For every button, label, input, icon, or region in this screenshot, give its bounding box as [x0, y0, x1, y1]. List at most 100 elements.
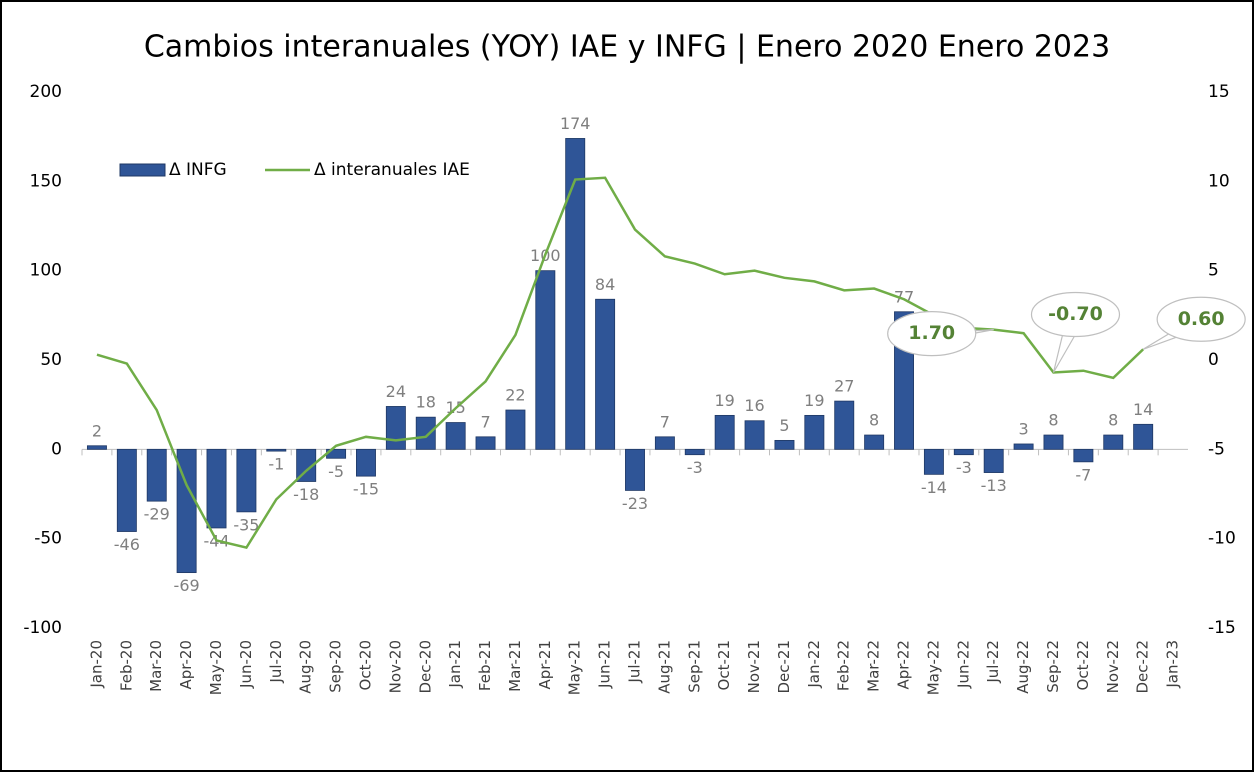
bar: [146, 448, 167, 502]
y2-tick-label: 5: [1208, 261, 1219, 281]
bar: [445, 422, 466, 450]
x-tick-label: Dec-22: [1134, 640, 1152, 694]
bar: [684, 448, 705, 456]
data-label: -15: [353, 480, 379, 499]
x-tick-label: Dec-21: [775, 640, 793, 694]
annotation: 0.60: [1178, 308, 1225, 330]
data-label: 19: [714, 391, 734, 410]
data-label: 3: [1019, 419, 1029, 438]
bar: [983, 448, 1004, 473]
annotation: -0.70: [1048, 303, 1103, 325]
x-tick-label: Mar-20: [147, 640, 165, 692]
bar: [923, 448, 944, 475]
x-tick-label: Nov-20: [386, 640, 404, 693]
chart-title: Cambios interanuales (YOY) IAE y INFG | …: [144, 30, 1110, 65]
data-label: -1: [268, 455, 284, 474]
bar: [86, 445, 107, 450]
data-label: -46: [114, 535, 140, 554]
x-tick-label: Nov-22: [1104, 640, 1122, 693]
callout: [1156, 296, 1246, 342]
x-tick-label: Feb-20: [117, 640, 135, 691]
x-tick-label: Jan-22: [805, 640, 823, 689]
data-label: -7: [1075, 465, 1091, 484]
y-tick-label: -100: [23, 618, 62, 638]
bar: [296, 448, 317, 482]
y2-tick-label: -5: [1208, 439, 1225, 459]
bar: [1043, 434, 1064, 450]
data-label: 19: [804, 391, 824, 410]
x-tick-label: Oct-20: [356, 640, 374, 690]
data-label: 27: [834, 377, 854, 396]
y2-tick-label: -15: [1208, 618, 1236, 638]
x-tick-label: Dec-20: [416, 640, 434, 694]
bar: [236, 448, 257, 513]
annotation: 1.70: [908, 322, 955, 344]
data-label: -5: [328, 462, 344, 481]
y-tick-label: 0: [51, 439, 62, 459]
data-label: -3: [956, 458, 972, 477]
bar: [834, 400, 855, 450]
bar: [1073, 448, 1094, 463]
bar: [744, 420, 765, 450]
x-tick-label: Nov-21: [745, 640, 763, 693]
bar: [714, 414, 735, 450]
data-label: -13: [981, 476, 1007, 495]
x-tick-label: Feb-22: [835, 640, 853, 691]
bar: [415, 416, 436, 450]
x-tick-label: Sep-22: [1044, 640, 1062, 693]
data-label: -35: [233, 515, 259, 534]
bar: [1133, 423, 1154, 450]
data-label: 7: [480, 412, 490, 431]
data-label: -69: [174, 576, 200, 595]
data-label: -23: [622, 494, 648, 513]
bar: [1103, 434, 1124, 450]
data-label: 18: [416, 393, 436, 412]
data-label: 8: [1108, 411, 1118, 430]
y2-tick-label: 0: [1208, 350, 1219, 370]
legend-label: Δ interanuales IAE: [314, 160, 470, 180]
bar: [774, 439, 795, 450]
data-label: 22: [505, 386, 525, 405]
bar: [356, 448, 376, 477]
data-label: 8: [1048, 411, 1058, 430]
x-tick-label: Aug-22: [1014, 640, 1032, 694]
y-tick-label: 50: [40, 350, 62, 370]
x-tick-label: Jan-23: [1164, 640, 1182, 689]
bar: [953, 448, 974, 456]
bar: [565, 138, 586, 450]
data-label: 2: [92, 421, 102, 440]
bar: [475, 436, 496, 450]
x-tick-label: Jun-22: [954, 640, 972, 689]
bar: [625, 448, 645, 491]
data-label: 5: [779, 416, 789, 435]
bar: [535, 270, 556, 450]
bar: [266, 448, 287, 452]
y2-tick-label: 10: [1208, 171, 1230, 191]
x-tick-label: Mar-21: [506, 640, 524, 692]
bar: [116, 448, 137, 532]
x-tick-label: Apr-22: [895, 640, 913, 690]
data-label: -29: [144, 505, 170, 524]
x-tick-label: Sep-21: [685, 640, 703, 693]
data-label: 16: [744, 396, 764, 415]
bar: [654, 436, 675, 450]
x-tick-label: May-22: [924, 640, 942, 695]
callout: [1030, 291, 1121, 338]
x-tick-label: Jan-20: [87, 640, 105, 689]
data-label: 24: [386, 382, 406, 401]
legend-swatch: [119, 163, 166, 177]
y-tick-label: 100: [30, 261, 62, 281]
legend-label: Δ INFG: [169, 160, 227, 180]
y-tick-label: -50: [34, 529, 62, 549]
bar: [505, 409, 526, 450]
data-label: -14: [921, 478, 947, 497]
x-tick-label: Mar-22: [865, 640, 883, 692]
bar: [176, 448, 197, 574]
x-tick-label: Oct-21: [715, 640, 733, 690]
data-label: -18: [293, 485, 319, 504]
y2-tick-label: -10: [1208, 529, 1236, 549]
bar: [206, 448, 227, 529]
data-label: 8: [869, 411, 879, 430]
bar: [804, 414, 825, 450]
